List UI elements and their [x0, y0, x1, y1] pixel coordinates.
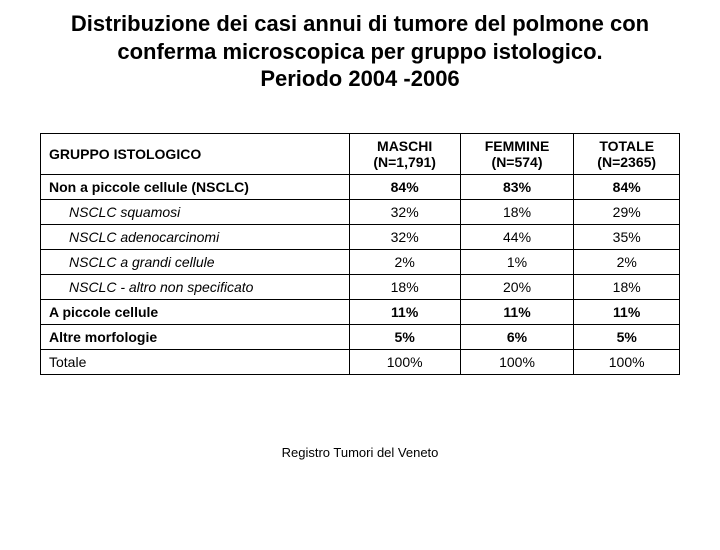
row-value: 84% [574, 174, 680, 199]
header-col-maschi: MASCHI (N=1,791) [349, 133, 460, 174]
row-value: 5% [574, 324, 680, 349]
table-row: Altre morfologie5%6%5% [41, 324, 680, 349]
row-value: 18% [460, 199, 574, 224]
table-row: A piccole cellule11%11%11% [41, 299, 680, 324]
table-container: GRUPPO ISTOLOGICO MASCHI (N=1,791) FEMMI… [40, 133, 680, 375]
footer-text: Registro Tumori del Veneto [0, 445, 720, 460]
row-value: 2% [574, 249, 680, 274]
row-label: NSCLC - altro non specificato [41, 274, 350, 299]
row-value: 11% [349, 299, 460, 324]
header-col2-l1: FEMMINE [485, 138, 550, 154]
header-col3-l2: (N=2365) [597, 154, 656, 170]
title-line-1: Distribuzione dei casi annui di tumore d… [71, 11, 649, 36]
title-line-3: Periodo 2004 -2006 [260, 66, 459, 91]
row-label: NSCLC a grandi cellule [41, 249, 350, 274]
header-col1-l2: (N=1,791) [373, 154, 436, 170]
row-label: Totale [41, 349, 350, 374]
table-header-row: GRUPPO ISTOLOGICO MASCHI (N=1,791) FEMMI… [41, 133, 680, 174]
row-label: Altre morfologie [41, 324, 350, 349]
row-value: 44% [460, 224, 574, 249]
row-value: 18% [574, 274, 680, 299]
row-label: A piccole cellule [41, 299, 350, 324]
header-label: GRUPPO ISTOLOGICO [41, 133, 350, 174]
row-value: 100% [460, 349, 574, 374]
row-value: 35% [574, 224, 680, 249]
table-row: NSCLC a grandi cellule2%1%2% [41, 249, 680, 274]
histology-table: GRUPPO ISTOLOGICO MASCHI (N=1,791) FEMMI… [40, 133, 680, 375]
table-row: NSCLC squamosi32%18%29% [41, 199, 680, 224]
row-value: 1% [460, 249, 574, 274]
row-value: 11% [460, 299, 574, 324]
row-value: 29% [574, 199, 680, 224]
row-value: 2% [349, 249, 460, 274]
row-value: 6% [460, 324, 574, 349]
header-col3-l1: TOTALE [599, 138, 654, 154]
row-value: 20% [460, 274, 574, 299]
header-col2-l2: (N=574) [492, 154, 543, 170]
row-label: NSCLC squamosi [41, 199, 350, 224]
title-line-2: conferma microscopica per gruppo istolog… [117, 39, 602, 64]
row-value: 5% [349, 324, 460, 349]
row-value: 100% [349, 349, 460, 374]
row-value: 18% [349, 274, 460, 299]
table-body: Non a piccole cellule (NSCLC)84%83%84%NS… [41, 174, 680, 374]
row-label: NSCLC adenocarcinomi [41, 224, 350, 249]
table-row: Totale100%100%100% [41, 349, 680, 374]
row-value: 11% [574, 299, 680, 324]
row-value: 83% [460, 174, 574, 199]
row-value: 32% [349, 224, 460, 249]
table-row: NSCLC adenocarcinomi32%44%35% [41, 224, 680, 249]
table-row: Non a piccole cellule (NSCLC)84%83%84% [41, 174, 680, 199]
row-value: 84% [349, 174, 460, 199]
header-col1-l1: MASCHI [377, 138, 432, 154]
row-value: 100% [574, 349, 680, 374]
row-value: 32% [349, 199, 460, 224]
header-col-femmine: FEMMINE (N=574) [460, 133, 574, 174]
header-col-totale: TOTALE (N=2365) [574, 133, 680, 174]
table-row: NSCLC - altro non specificato18%20%18% [41, 274, 680, 299]
slide-title: Distribuzione dei casi annui di tumore d… [40, 10, 680, 93]
row-label: Non a piccole cellule (NSCLC) [41, 174, 350, 199]
